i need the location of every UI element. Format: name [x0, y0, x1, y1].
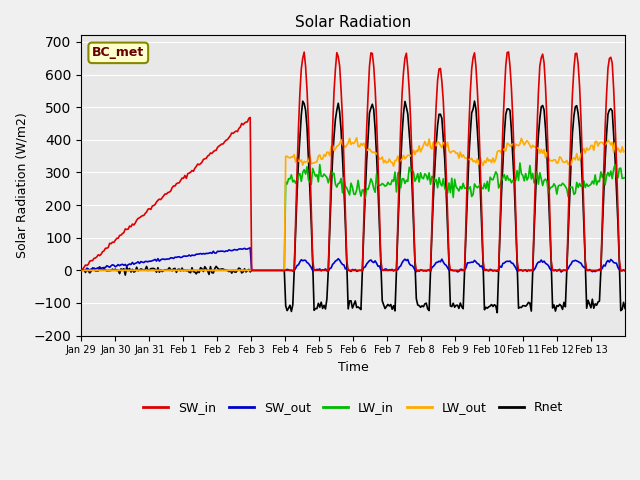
Y-axis label: Solar Radiation (W/m2): Solar Radiation (W/m2) [15, 113, 28, 258]
Title: Solar Radiation: Solar Radiation [295, 15, 412, 30]
Legend: SW_in, SW_out, LW_in, LW_out, Rnet: SW_in, SW_out, LW_in, LW_out, Rnet [138, 396, 568, 419]
Text: BC_met: BC_met [92, 47, 145, 60]
X-axis label: Time: Time [338, 361, 369, 374]
